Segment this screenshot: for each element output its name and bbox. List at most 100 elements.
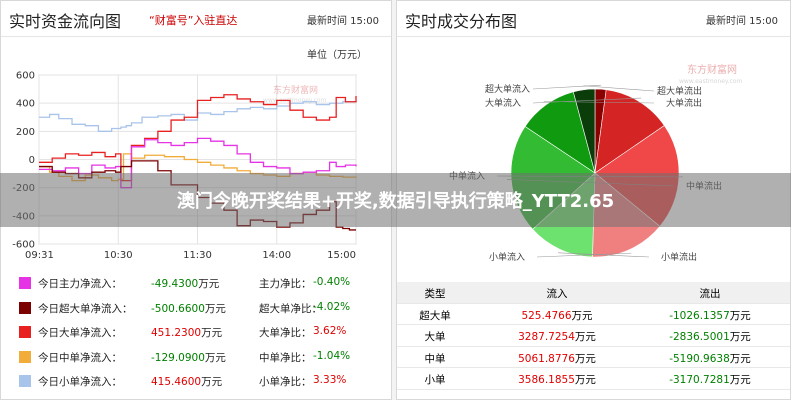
legend-value: -49.4300万元 [151, 278, 220, 290]
row-outflow: -5190.9638万元 [669, 352, 751, 365]
legend-swatch [19, 375, 31, 387]
table-row: 中单 5061.8776万元 -5190.9638万元 [397, 347, 790, 368]
pie-label: 小单流出 [661, 251, 697, 263]
pie-leader-line [558, 252, 650, 258]
row-inflow: 525.4766万元 [521, 309, 593, 322]
legend-ratio: -1.04% [313, 349, 351, 362]
legend-ratio-label: 中单净比： [259, 351, 312, 364]
y-tick-label: 0 [29, 155, 35, 166]
row-outflow: -2836.5001万元 [669, 331, 751, 343]
update-label: 最新时间 [306, 16, 347, 27]
legend-swatch [19, 326, 31, 338]
line-series-2 [39, 94, 357, 182]
update-time: 15:00 [749, 16, 778, 27]
pie-label: 小单流入 [489, 251, 525, 263]
pie-label: 超大单流出 [657, 85, 702, 97]
update-time: 15:00 [350, 16, 379, 27]
distribution-update: 最新时间 15:00 [706, 12, 778, 27]
legend-ratio: -4.02% [313, 300, 351, 313]
legend-ratio-label: 大单净比： [259, 327, 312, 339]
row-type: 大单 [424, 331, 446, 343]
legend-name: 今日中单净流入： [38, 351, 122, 364]
row-inflow: 3586.1855万元 [518, 374, 596, 386]
row-inflow: 3287.7254万元 [518, 331, 596, 343]
x-tick-label: 11:30 [183, 250, 212, 261]
row-outflow: -3170.7281万元 [669, 374, 751, 386]
table-row: 大单 3287.7254万元 -2836.5001万元 [397, 325, 790, 347]
legend-row: 今日小单净流入： 415.4600万元 小单净比： 3.33% [1, 371, 393, 393]
line-series-3 [39, 137, 357, 189]
distribution-header: 实时成交分布图 最新时间 15:00 [397, 1, 790, 37]
promo-link[interactable]: “财富号”入驻直达 [149, 14, 238, 27]
legend-name: 今日超大单净流入： [38, 302, 133, 315]
table-body: 超大单 525.4766万元 -1026.1357万元大单 3287.7254万元 -2… [397, 304, 790, 390]
legend-value: 451.2300万元 [151, 327, 223, 339]
legend-value: -500.6600万元 [151, 302, 226, 315]
pie-watermark: 东方财富网 [687, 63, 737, 76]
legend-row: 今日超大单净流入： -500.6600万元 超大单净比： -4.02% [1, 298, 393, 320]
pie-watermark-group: 东方财富网 www.eastmoney.com [679, 63, 743, 85]
legend-swatch [19, 350, 31, 363]
legend-value: 415.4600万元 [151, 376, 223, 388]
fund-flow-title: 实时资金流向图 [9, 12, 122, 31]
y-tick-label: 200 [16, 127, 35, 138]
legend-ratio-label: 小单净比： [259, 376, 312, 388]
row-type: 超大单 [419, 309, 451, 322]
x-tick-label: 14:00 [262, 250, 291, 261]
row-outflow: -1026.1357万元 [669, 309, 751, 322]
pie-leader-line [583, 85, 655, 92]
table-row: 超大单 525.4766万元 -1026.1357万元 [397, 304, 790, 325]
legend-ratio: 3.62% [313, 325, 347, 337]
legend-ratio-label: 超大单净比： [259, 302, 322, 315]
legend-row: 今日中单净流入： -129.0900万元 中单净比： -1.04% [1, 347, 393, 369]
table-header-row: 类型 流入 流出 [397, 282, 790, 304]
header-outflow: 流出 [699, 288, 721, 300]
update-label: 最新时间 [705, 16, 746, 27]
line-watermark: 东方财富网 [273, 84, 318, 96]
legend-swatch [19, 277, 31, 289]
fund-flow-update: 最新时间 15:00 [307, 12, 379, 27]
header-inflow: 流入 [546, 288, 568, 300]
fund-flow-header: 实时资金流向图 “财富号”入驻直达 最新时间 15:00 [1, 1, 391, 37]
legend-value: -129.0900万元 [151, 351, 226, 364]
pie-leader-line [543, 101, 655, 104]
legend-name: 今日大单净流入： [38, 327, 122, 339]
row-type: 小单 [424, 374, 446, 386]
y-tick-label: -600 [12, 240, 35, 251]
legend-row: 今日大单净流入： 451.2300万元 大单净比： 3.62% [1, 322, 393, 344]
row-inflow: 5061.8776万元 [518, 352, 596, 365]
legend-name: 今日主力净流入： [38, 278, 122, 290]
table-row: 小单 3586.1855万元 -3170.7281万元 [397, 368, 790, 390]
y-tick-label: 600 [16, 71, 35, 82]
row-type: 中单 [424, 352, 446, 365]
legend-swatch [19, 301, 31, 314]
unit-label: 单位（万元） [307, 50, 367, 61]
pie-label: 大单流入 [485, 97, 521, 109]
pie-label: 大单流出 [666, 97, 702, 109]
pie-label: 超大单流入 [485, 83, 530, 95]
x-tick-label: 15:00 [327, 250, 356, 261]
pie-slice [572, 88, 596, 174]
line-chart-x-ticks: 09:31 10:30 11:30 14:00 15:00 [25, 250, 356, 261]
legend-name: 今日小单净流入： [38, 376, 122, 388]
pie-watermark-url: www.eastmoney.com [679, 78, 743, 85]
fund-flow-line-chart: 东方财富网 www.eastmoney.com 6004002000-200-4… [12, 71, 357, 261]
x-tick-label: 10:30 [104, 250, 133, 261]
header-type: 类型 [424, 288, 446, 300]
legend-row: 今日主力净流入： -49.4300万元 主力净比： -0.40% [1, 273, 393, 295]
legend-ratio: 3.33% [313, 374, 347, 386]
line-watermark-url: www.eastmoney.com [263, 97, 327, 104]
y-tick-label: 400 [16, 99, 35, 110]
pie-leader-line [536, 252, 632, 258]
pie-leader-line [532, 84, 601, 90]
x-tick-label: 09:31 [25, 250, 54, 261]
legend-ratio: -0.40% [313, 276, 351, 288]
legend-ratio-label: 主力净比： [259, 278, 312, 290]
distribution-title: 实时成交分布图 [405, 12, 518, 31]
pie-slice [594, 89, 665, 174]
banner-text: 澳门今晚开奖结果+开奖,数据引导执行策略_YTT2.65 [176, 191, 615, 212]
pie-leader-line [532, 97, 642, 104]
overlay-banner: 澳门今晚开奖结果+开奖,数据引导执行策略_YTT2.65 [0, 173, 791, 227]
trade-distribution-pie-chart: 东方财富网 www.eastmoney.com 超大单流入大单流入中单流入小单流… [449, 63, 743, 263]
distribution-table: 类型 流入 流出 超大单 525.4766万元 -1026.1357万元大单 3287… [397, 282, 790, 390]
